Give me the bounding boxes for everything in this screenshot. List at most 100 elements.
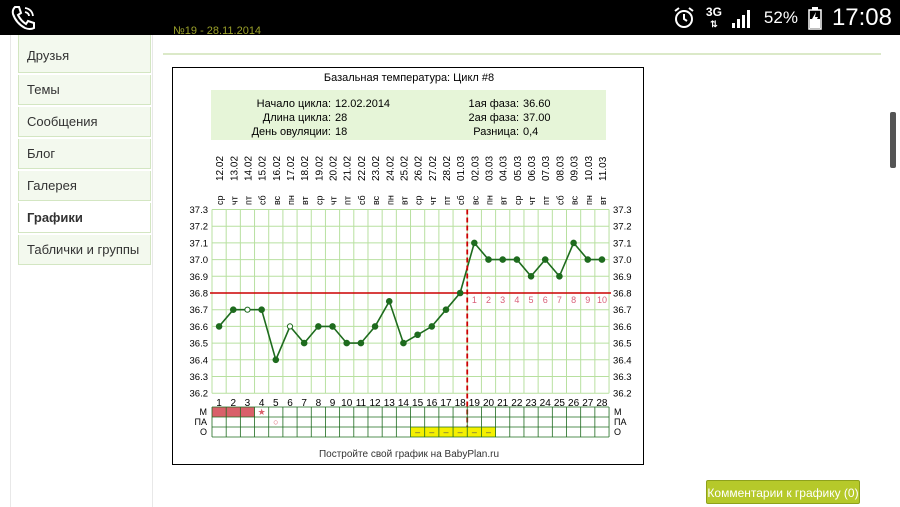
- day-number-label: 24: [540, 398, 552, 409]
- ovulation-test-mark: –: [458, 427, 463, 437]
- date-label: 11.03: [598, 156, 609, 181]
- temperature-point: [343, 339, 351, 347]
- y-tick-label-left: 36.8: [190, 289, 209, 300]
- sidebar-item-gallery[interactable]: Галерея: [18, 171, 151, 201]
- row-label-left: О: [200, 427, 207, 437]
- scrollbar-thumb[interactable]: [890, 112, 896, 168]
- weekday-label: ср: [414, 195, 424, 205]
- ovulation-test-cell: [410, 427, 425, 437]
- ovulation-test-cell: [438, 427, 454, 437]
- cycle-length-value: 28: [335, 112, 348, 124]
- weekday-label: пн: [584, 195, 594, 205]
- weekday-label: чт: [329, 196, 339, 205]
- ovulation-test-cell: [467, 427, 482, 437]
- battery-charging-icon: [808, 6, 822, 30]
- date-label: 27.02: [428, 156, 439, 181]
- day-number-label: 13: [384, 398, 396, 409]
- luteal-day-label: 2: [486, 295, 491, 305]
- temperature-point: [499, 256, 506, 263]
- date-label: 23.02: [371, 156, 382, 181]
- data-arrows-icon: ⇅: [710, 18, 718, 29]
- temperature-point: [258, 306, 265, 313]
- date-label: 04.03: [499, 156, 510, 181]
- day-number-label: 7: [301, 398, 307, 409]
- weekday-label: пн: [485, 195, 495, 205]
- y-tick-label-right: 37.1: [613, 238, 632, 249]
- y-tick-label-left: 36.9: [190, 272, 209, 283]
- battery-percent: 52%: [763, 7, 798, 27]
- temperature-point: [315, 323, 322, 330]
- day-number-label: 2: [230, 398, 236, 409]
- temperature-point: [556, 273, 563, 280]
- temperature-point: [527, 273, 535, 280]
- ovulation-test-mark: –: [429, 427, 434, 437]
- date-label: 24.02: [385, 156, 396, 181]
- date-label: 10.03: [584, 156, 595, 181]
- day-number-label: 22: [511, 398, 523, 409]
- luteal-day-label: 10: [597, 295, 607, 305]
- weekday-label: вт: [598, 196, 608, 205]
- temperature-point: [471, 239, 478, 247]
- network-type-label: 3G: [705, 4, 722, 19]
- weekday-label: ср: [215, 195, 225, 205]
- sidebar-item-topics[interactable]: Темы: [18, 75, 151, 105]
- luteal-day-label: 4: [514, 295, 519, 305]
- ovulation-test-mark: –: [472, 427, 477, 437]
- alarm-clock-icon: [674, 6, 694, 28]
- date-label: 08.03: [555, 156, 566, 181]
- y-tick-label-right: 36.3: [613, 372, 632, 383]
- post-meta: №19 - 28.11.2014: [173, 25, 262, 37]
- temperature-line: [218, 241, 602, 363]
- y-tick-label-left: 37.0: [190, 255, 209, 266]
- date-label: 03.03: [485, 156, 496, 181]
- sidebar-item-tables-groups[interactable]: Таблички и группы: [18, 235, 151, 265]
- day-number-label: 3: [245, 398, 251, 409]
- post-header: №19 - 28.11.2014: [163, 25, 881, 55]
- y-tick-label-right: 36.9: [613, 272, 632, 283]
- weekday-label: сб: [456, 195, 466, 205]
- day-number-label: 21: [497, 398, 509, 409]
- day-number-label: 9: [330, 398, 336, 409]
- sidebar-nav: Друзья Темы Сообщения Блог Галерея Графи…: [18, 35, 151, 267]
- sidebar-item-charts[interactable]: Графики: [18, 203, 151, 233]
- weekday-label: вт: [300, 196, 310, 205]
- day-number-label: 19: [469, 398, 481, 409]
- comments-button[interactable]: Комментарии к графику (0): [706, 480, 860, 504]
- date-label: 14.02: [243, 156, 254, 181]
- y-tick-label-right: 37.3: [613, 205, 632, 216]
- temperature-point: [598, 256, 606, 263]
- y-tick-label-left: 36.2: [190, 389, 209, 400]
- temperature-point: [371, 323, 379, 330]
- y-tick-label-right: 36.5: [613, 339, 632, 350]
- ovulation-test-mark: –: [486, 427, 491, 437]
- sidebar-item-friends[interactable]: Друзья: [18, 35, 151, 73]
- sidebar-item-messages[interactable]: Сообщения: [18, 107, 151, 137]
- weekday-label: вт: [399, 196, 409, 205]
- clock-time: 17:08: [831, 3, 892, 31]
- phase1-value: 36.60: [523, 98, 551, 110]
- day-number-label: 27: [582, 398, 594, 409]
- temperature-point: [229, 306, 237, 313]
- temperature-point: [357, 339, 365, 347]
- weekday-label: вс: [570, 195, 580, 205]
- y-tick-label-left: 37.2: [190, 222, 209, 233]
- day-number-label: 17: [440, 398, 452, 409]
- y-tick-label-left: 37.3: [190, 205, 209, 216]
- day-number-label: 16: [426, 398, 438, 409]
- temperature-point: [385, 298, 393, 305]
- status-bar: 3G ⇅ 52% 17:08: [0, 0, 900, 35]
- menstruation-cell: [240, 407, 255, 417]
- date-label: 15.02: [258, 156, 269, 181]
- page-border-left: [10, 35, 11, 507]
- day-number-label: 1: [216, 398, 222, 409]
- date-label: 17.02: [286, 156, 297, 181]
- weekday-label: чт: [527, 196, 537, 205]
- weekday-label: чт: [229, 196, 239, 205]
- date-label: 21.02: [343, 156, 354, 181]
- sidebar-item-blog[interactable]: Блог: [18, 139, 151, 169]
- temperature-point: [414, 331, 421, 339]
- date-label: 22.02: [357, 156, 368, 181]
- chart-plot: 12.02 ср 13.02 чт 14.02 пт 15.02 сб 16.02 вс 17.02…: [190, 156, 632, 438]
- ovulation-day-label: День овуляции:: [251, 126, 331, 138]
- row-label-left: ПА: [195, 417, 207, 427]
